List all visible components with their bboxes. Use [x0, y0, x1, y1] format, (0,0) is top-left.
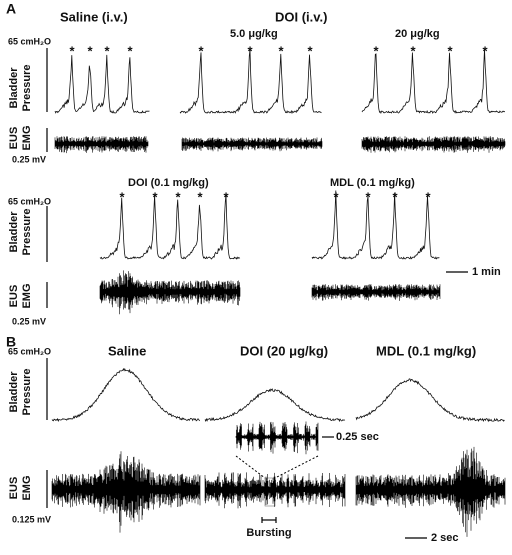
emg-trace — [235, 421, 319, 455]
pressure-scale: 65 cmH₂O — [8, 346, 51, 356]
peak-marker: * — [278, 43, 284, 58]
axis-label: EMG — [21, 475, 33, 500]
peak-marker: * — [152, 189, 158, 204]
emg-scale: 0.125 mV — [12, 514, 51, 524]
group-subtitle: 20 μg/kg — [395, 28, 440, 40]
pressure-trace — [361, 48, 506, 115]
peak-marker: * — [127, 43, 133, 58]
axis-label: EMG — [21, 283, 33, 308]
pressure-trace — [204, 388, 346, 423]
pressure-scale: 65 cmH₂O — [8, 196, 51, 206]
pressure-trace — [54, 54, 150, 114]
peak-marker: * — [392, 189, 398, 204]
emg-scale: 0.25 mV — [12, 154, 46, 164]
pressure-trace — [355, 378, 505, 423]
emg-trace — [51, 451, 201, 533]
group-title: DOI (0.1 mg/kg) — [128, 177, 209, 189]
peak-marker: * — [447, 43, 453, 58]
inset-scale: 0.25 sec — [336, 431, 379, 443]
panel-label: B — [6, 334, 16, 350]
axis-label: Bladder — [8, 67, 20, 109]
zoom-line — [274, 455, 319, 479]
emg-trace — [54, 136, 149, 154]
axis-label: Pressure — [21, 208, 33, 255]
group-title: Saline — [108, 343, 146, 358]
group-subtitle: 5.0 μg/kg — [230, 28, 278, 40]
peak-marker: * — [247, 43, 253, 58]
peak-marker: * — [410, 43, 416, 58]
peak-marker: * — [223, 189, 229, 204]
emg-trace — [311, 284, 441, 301]
emg-trace — [361, 136, 506, 153]
peak-marker: * — [87, 43, 93, 58]
group-title: Saline (i.v.) — [60, 9, 128, 24]
peak-marker: * — [365, 189, 371, 204]
peak-marker: * — [333, 189, 339, 204]
emg-trace — [181, 137, 323, 152]
time-scale: 2 sec — [431, 532, 459, 544]
emg-trace — [99, 270, 241, 315]
peak-marker: * — [119, 189, 125, 204]
emg-scale: 0.25 mV — [12, 316, 46, 326]
time-scale: 1 min — [472, 266, 501, 278]
group-title: DOI (i.v.) — [275, 9, 327, 24]
peak-marker: * — [197, 189, 203, 204]
peak-marker: * — [104, 43, 110, 58]
pressure-trace — [311, 190, 440, 260]
pressure-trace — [179, 49, 322, 115]
peak-marker: * — [307, 43, 313, 58]
peak-marker: * — [482, 43, 488, 58]
axis-label: Bladder — [8, 371, 20, 413]
pressure-scale: 65 cmH₂O — [8, 36, 51, 46]
group-title: DOI (20 μg/kg) — [240, 343, 328, 358]
axis-label: Pressure — [21, 64, 33, 111]
burst-label: Bursting — [246, 527, 291, 539]
axis-label: EMG — [21, 125, 33, 150]
peak-marker: * — [198, 43, 204, 58]
axis-label: EUS — [8, 127, 20, 150]
group-title: MDL (0.1 mg/kg) — [376, 343, 476, 358]
peak-marker: * — [175, 189, 181, 204]
pressure-trace — [51, 367, 201, 422]
peak-marker: * — [373, 43, 379, 58]
pressure-trace — [99, 194, 241, 260]
emg-trace — [204, 472, 346, 509]
axis-label: EUS — [8, 477, 20, 500]
emg-trace — [355, 446, 506, 537]
axis-label: Bladder — [8, 211, 20, 253]
group-title: MDL (0.1 mg/kg) — [330, 177, 415, 189]
axis-label: EUS — [8, 285, 20, 308]
peak-marker: * — [425, 189, 431, 204]
panel-label: A — [6, 1, 16, 17]
peak-marker: * — [69, 43, 75, 58]
axis-label: Pressure — [21, 368, 33, 415]
